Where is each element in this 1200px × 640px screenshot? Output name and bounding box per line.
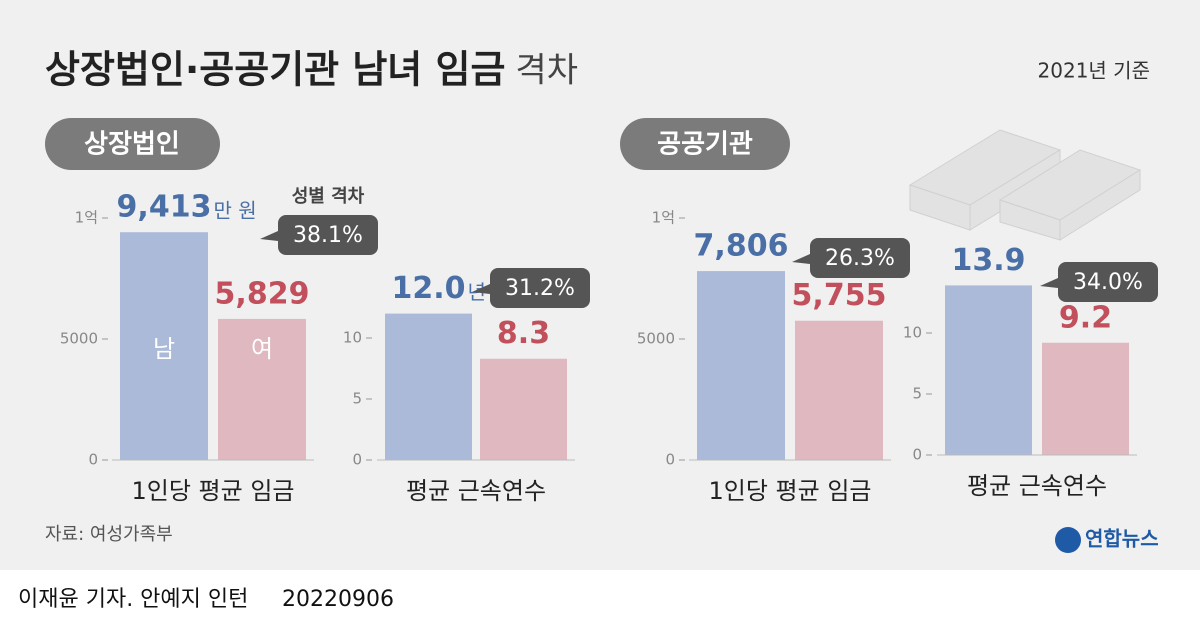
annotation: 38.1% [293,223,363,248]
value-label: 12.0 [391,271,465,306]
annotation-bubble [1040,278,1058,288]
section-label: 상장법인 [84,130,180,160]
credit: 이재윤 기자. 안예지 인턴 [18,587,248,612]
y-tick-label: 0 [88,451,98,469]
y-tick-label: 1억 [75,209,98,227]
annotation-bubble [472,284,490,294]
y-tick-label: 0 [352,451,362,469]
footer-bg [0,570,1200,636]
bar [218,318,306,460]
title: 상장법인·공공기관 남녀 임금 [45,48,505,92]
y-tick-label: 10 [903,324,922,342]
annotation: 31.2% [505,276,575,301]
annotation: 26.3% [825,246,895,271]
x-axis-label: 1인당 평균 임금 [708,477,871,505]
category-label: 남 [153,335,175,363]
value-label: 13.9 [951,243,1025,278]
bar [697,271,785,460]
y-tick-label: 5 [352,390,362,408]
y-tick-label: 5000 [637,330,675,348]
y-tick-label: 5 [912,385,922,403]
money-icon [908,129,1142,241]
y-tick-label: 0 [912,446,922,464]
bar [385,313,472,460]
x-axis-label: 평균 근속연수 [406,477,546,505]
title-suffix: 격차 [515,51,578,91]
annotation-bubble [1058,262,1158,302]
y-tick-label: 5000 [60,330,98,348]
basis: 2021년 기준 [1038,59,1150,83]
annotation-bubble [490,268,590,308]
logo-mark [1055,527,1081,553]
date: 20220906 [282,587,394,612]
logo: 연합뉴스 [1085,527,1159,551]
section-pill [620,118,790,170]
x-axis-label: 평균 근속연수 [967,472,1107,500]
value-label: 9,413 [117,190,212,225]
annotation-bubble [810,238,910,278]
category-label: 여 [251,335,273,363]
value-label: 9.2 [1059,300,1112,335]
annotation-bubble [792,254,810,264]
unit-label: 만 원 [213,199,256,223]
bar [1042,342,1129,455]
value-label: 5,755 [792,278,887,313]
annotation-bubble [278,215,378,255]
value-label: 7,806 [694,229,789,264]
bar [945,285,1032,455]
y-tick-label: 10 [343,329,362,347]
y-tick-label: 0 [665,451,675,469]
annotation-bubble [260,231,278,241]
y-tick-label: 1억 [652,209,675,227]
x-axis-label: 1인당 평균 임금 [131,477,294,505]
source: 자료: 여성가족부 [45,524,173,545]
value-label: 5,829 [215,276,310,311]
bar [795,320,883,460]
section-label: 공공기관 [657,130,753,160]
annotation-title: 성별 격차 [292,186,365,207]
section-pill [45,118,220,170]
bar [480,358,567,460]
value-label: 8.3 [497,316,550,351]
bar [120,232,208,460]
annotation: 34.0% [1073,270,1143,295]
